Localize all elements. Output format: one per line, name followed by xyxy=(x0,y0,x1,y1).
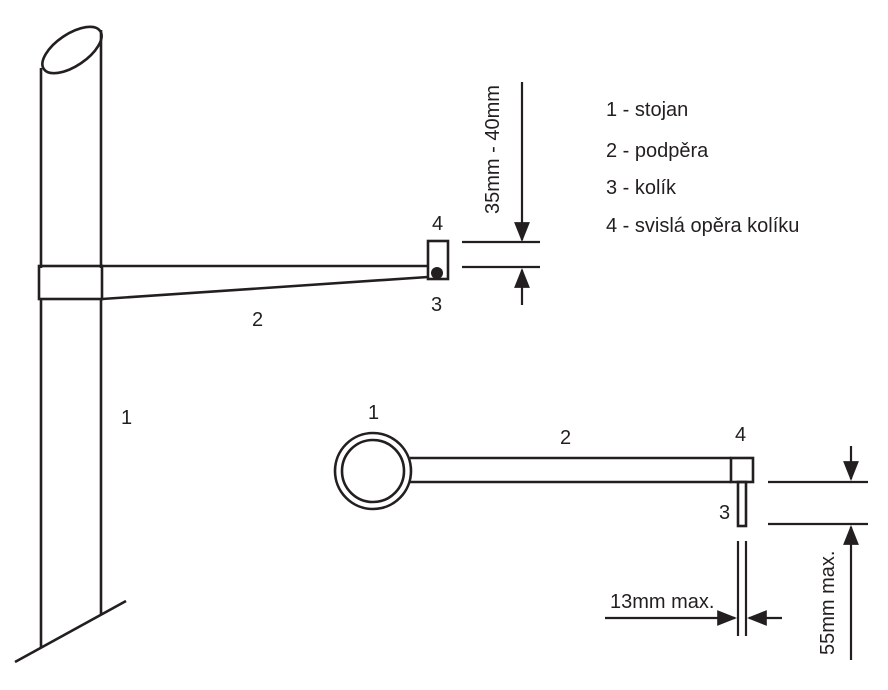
top-label-pin: 3 xyxy=(719,502,730,524)
legend-item-support: 2 - podpěra xyxy=(606,140,709,162)
side-dimension: 35mm - 40mm xyxy=(462,82,540,305)
top-width-label: 13mm max. xyxy=(610,591,714,613)
legend-item-pin-rest: 4 - svislá opěra kolíku xyxy=(606,215,799,237)
top-arm xyxy=(410,456,731,484)
side-dimension-label: 35mm - 40mm xyxy=(482,85,504,214)
legend-item-stand: 1 - stojan xyxy=(606,99,688,121)
top-view: 1 2 4 3 13mm max. 55mm max. xyxy=(333,402,868,660)
pole-top-opening xyxy=(41,25,103,75)
support-arm xyxy=(101,264,429,301)
side-view: 4 3 2 1 35mm - 40mm xyxy=(14,25,540,664)
pin xyxy=(431,267,443,279)
top-pin-rest xyxy=(729,456,755,484)
top-length-dimension: 55mm max. xyxy=(768,446,868,660)
stand-pole xyxy=(39,25,103,647)
top-width-dimension: 13mm max. xyxy=(605,541,782,636)
top-ring-inner xyxy=(340,438,406,504)
side-label-pin: 3 xyxy=(431,294,442,316)
top-label-rest: 4 xyxy=(735,424,746,446)
top-label-arm: 2 xyxy=(560,427,571,449)
pole-collar xyxy=(37,264,104,301)
ground-line xyxy=(14,599,127,664)
pin-rest xyxy=(426,239,450,281)
side-label-arm: 2 xyxy=(252,309,263,331)
top-pin xyxy=(736,480,748,528)
top-label-stand: 1 xyxy=(368,402,379,424)
top-length-label: 55mm max. xyxy=(817,551,839,655)
legend-item-pin: 3 - kolík xyxy=(606,177,677,199)
side-label-stand: 1 xyxy=(121,407,132,429)
side-label-rest: 4 xyxy=(432,213,443,235)
top-ring-outer xyxy=(333,431,413,511)
legend: 1 - stojan 2 - podpěra 3 - kolík 4 - svi… xyxy=(606,99,799,237)
